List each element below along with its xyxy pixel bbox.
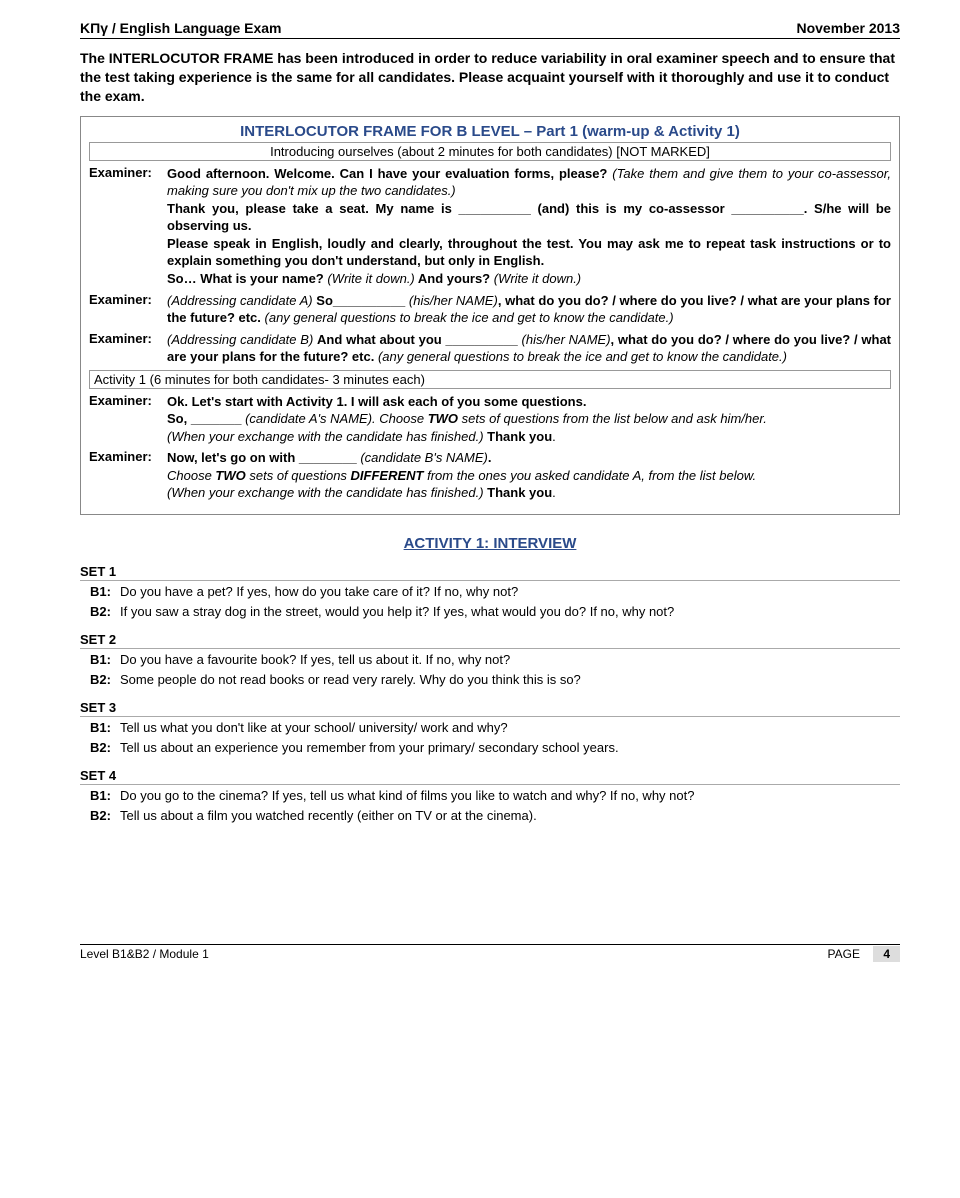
- question-row: B1:Tell us what you don't like at your s…: [90, 719, 900, 737]
- question-label: B2:: [90, 739, 120, 757]
- examiner-text-1: Good afternoon. Welcome. Can I have your…: [167, 165, 891, 288]
- activity-title: ACTIVITY 1: INTERVIEW: [80, 535, 900, 552]
- question-label: B1:: [90, 787, 120, 805]
- question-label: B1:: [90, 583, 120, 601]
- question-row: B2:Some people do not read books or read…: [90, 671, 900, 689]
- set-head: SET 4: [80, 768, 900, 785]
- question-text: Do you have a pet? If yes, how do you ta…: [120, 583, 518, 601]
- footer-left: Level B1&B2 / Module 1: [80, 947, 209, 961]
- page: ΚΠγ / English Language Exam November 201…: [0, 0, 960, 981]
- question-row: B1:Do you have a pet? If yes, how do you…: [90, 583, 900, 601]
- set-head: SET 2: [80, 632, 900, 649]
- question-text: Tell us about an experience you remember…: [120, 739, 619, 757]
- sets-container: SET 1B1:Do you have a pet? If yes, how d…: [80, 564, 900, 824]
- question-row: B1:Do you have a favourite book? If yes,…: [90, 651, 900, 669]
- question-row: B2:Tell us about a film you watched rece…: [90, 807, 900, 825]
- frame-subhead-1: Introducing ourselves (about 2 minutes f…: [89, 142, 891, 161]
- examiner-label: Examiner:: [89, 449, 167, 502]
- examiner-text-3: (Addressing candidate B) And what about …: [167, 331, 891, 366]
- question-label: B2:: [90, 671, 120, 689]
- page-header: ΚΠγ / English Language Exam November 201…: [80, 20, 900, 39]
- examiner-label: Examiner:: [89, 292, 167, 327]
- examiner-label: Examiner:: [89, 165, 167, 288]
- question-text: If you saw a stray dog in the street, wo…: [120, 603, 674, 621]
- examiner-row-5: Examiner: Now, let's go on with ________…: [89, 449, 891, 502]
- frame-title: INTERLOCUTOR FRAME FOR B LEVEL – Part 1 …: [89, 123, 891, 140]
- question-text: Do you go to the cinema? If yes, tell us…: [120, 787, 694, 805]
- question-text: Do you have a favourite book? If yes, te…: [120, 651, 510, 669]
- question-row: B1:Do you go to the cinema? If yes, tell…: [90, 787, 900, 805]
- footer-right: PAGE 4: [828, 947, 901, 961]
- examiner-row-3: Examiner: (Addressing candidate B) And w…: [89, 331, 891, 366]
- set-head: SET 1: [80, 564, 900, 581]
- examiner-row-1: Examiner: Good afternoon. Welcome. Can I…: [89, 165, 891, 288]
- examiner-label: Examiner:: [89, 393, 167, 446]
- examiner-row-2: Examiner: (Addressing candidate A) So___…: [89, 292, 891, 327]
- header-right: November 2013: [796, 20, 900, 36]
- examiner-row-4: Examiner: Ok. Let's start with Activity …: [89, 393, 891, 446]
- frame-subhead-2: Activity 1 (6 minutes for both candidate…: [89, 370, 891, 389]
- header-left: ΚΠγ / English Language Exam: [80, 20, 282, 36]
- examiner-label: Examiner:: [89, 331, 167, 366]
- page-footer: Level B1&B2 / Module 1 PAGE 4: [80, 944, 900, 961]
- question-row: B2:Tell us about an experience you remem…: [90, 739, 900, 757]
- interlocutor-frame: INTERLOCUTOR FRAME FOR B LEVEL – Part 1 …: [80, 116, 900, 515]
- intro-text: The INTERLOCUTOR FRAME has been introduc…: [80, 49, 900, 106]
- question-text: Tell us about a film you watched recentl…: [120, 807, 537, 825]
- question-text: Some people do not read books or read ve…: [120, 671, 581, 689]
- examiner-text-2: (Addressing candidate A) So__________ (h…: [167, 292, 891, 327]
- question-label: B1:: [90, 719, 120, 737]
- question-label: B1:: [90, 651, 120, 669]
- set-head: SET 3: [80, 700, 900, 717]
- page-number: 4: [873, 946, 900, 962]
- examiner-text-5: Now, let's go on with ________ (candidat…: [167, 449, 891, 502]
- question-label: B2:: [90, 603, 120, 621]
- question-label: B2:: [90, 807, 120, 825]
- question-row: B2:If you saw a stray dog in the street,…: [90, 603, 900, 621]
- question-text: Tell us what you don't like at your scho…: [120, 719, 508, 737]
- examiner-text-4: Ok. Let's start with Activity 1. I will …: [167, 393, 891, 446]
